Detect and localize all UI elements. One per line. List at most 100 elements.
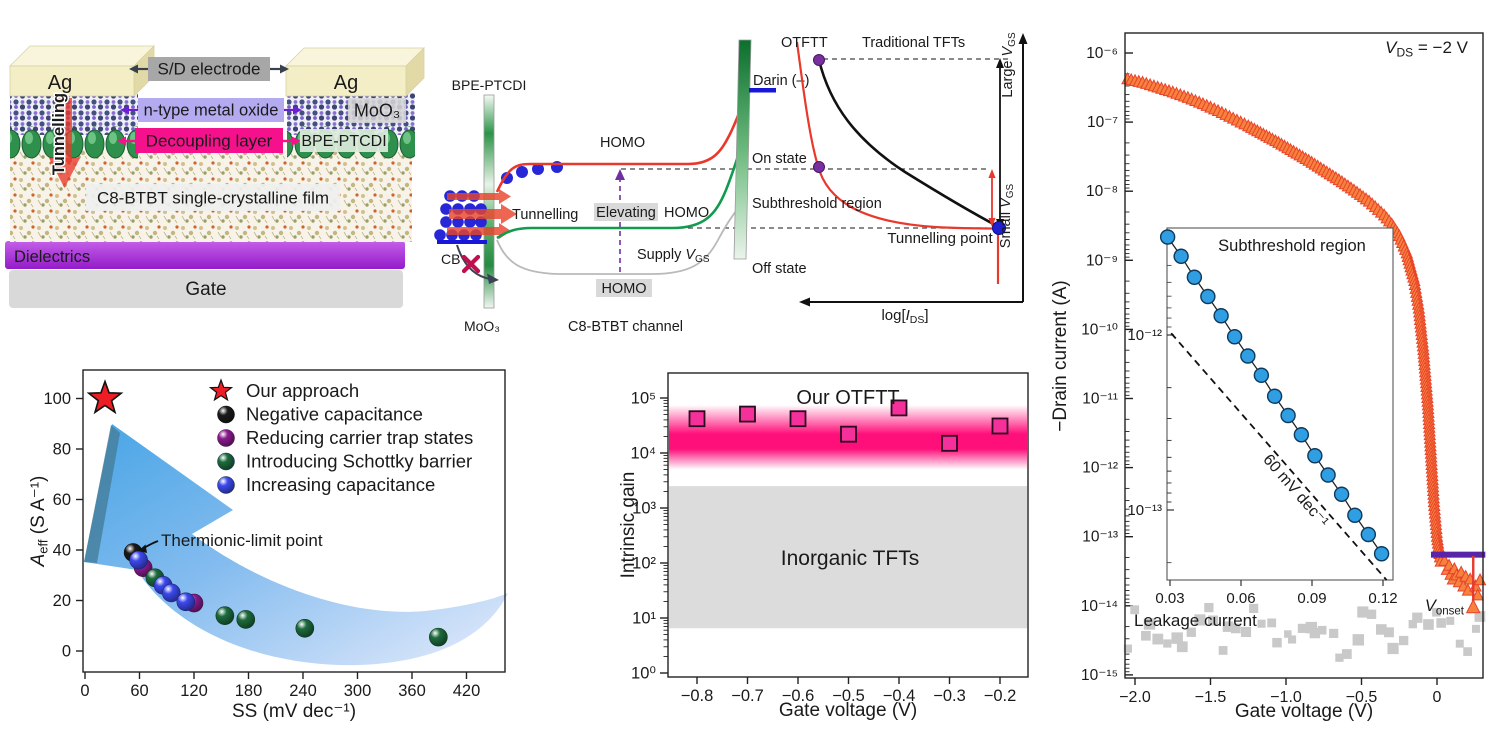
drain-bar	[733, 39, 752, 260]
inset-data-point	[1186, 269, 1203, 285]
otftt-label: OTFTT	[781, 35, 828, 51]
homo-curve-green	[496, 152, 741, 240]
leakage-point	[1186, 627, 1196, 637]
decoupling-bead-layer-left	[10, 126, 138, 160]
sd-electrode-label: S/D electrode	[158, 60, 261, 79]
data-point	[789, 410, 807, 428]
gate-label: Gate	[185, 279, 226, 300]
on-state-label: On state	[752, 151, 807, 167]
inset-x-tick-label: 0.03	[1155, 590, 1184, 607]
traditional-label: Traditional TFTs	[862, 35, 965, 51]
sd-electrode-callout: S/D electrode	[129, 57, 289, 81]
leakage-point	[1143, 618, 1156, 630]
elevating-arrowhead	[615, 169, 625, 180]
axes-ticks: −0.8 −0.7 −0.6 −0.5 −0.4 −0.3 −0.2 10⁰ 10¹ 10² 10³…	[631, 390, 1017, 706]
y-tick-label: 80	[53, 441, 71, 459]
decoupling-callout: Decoupling layer	[117, 128, 301, 153]
y-tick-label: 10⁻¹²	[1082, 460, 1118, 477]
dielectrics-label: Dielectrics	[14, 248, 90, 266]
legend-label: Reducing carrier trap states	[246, 427, 473, 448]
inset-data-point	[1253, 367, 1270, 383]
bpe-ptcdi-bar-label: BPE-PTCDI	[452, 77, 527, 93]
y-tick-label: 10⁻¹¹	[1082, 391, 1118, 408]
leakage-point	[1387, 642, 1399, 655]
leakage-point	[1352, 634, 1365, 646]
tunnelling-arrow: Tunnelling	[49, 91, 80, 188]
leakage-point	[1249, 603, 1259, 613]
y-tick-label: 10⁻¹⁵	[1081, 667, 1118, 684]
vds-label: VDS = −2 V	[1385, 38, 1468, 60]
legend-sphere-icon	[217, 452, 235, 471]
homo-bottom-label: HOMO	[601, 281, 646, 297]
x-tick-label: −0.6	[782, 687, 815, 705]
leakage-point	[1432, 607, 1441, 617]
schematic-y-arrowhead	[1018, 33, 1028, 44]
y-tick-label: 10³	[632, 500, 656, 518]
leakage-point	[1163, 639, 1172, 648]
x-tick-label: 0	[1433, 689, 1442, 706]
leakage-point	[1305, 621, 1318, 634]
inset-data-point	[1347, 507, 1363, 523]
vonset-marker	[1465, 598, 1481, 614]
otftt-on-dot	[813, 161, 825, 173]
data-point	[991, 417, 1009, 435]
y-axis-label: −Drain current (A)	[1050, 280, 1071, 432]
blocked-x-icon	[461, 254, 481, 274]
annotation-arrowhead	[138, 544, 147, 553]
electron-dot	[464, 216, 476, 228]
leakage-point	[1357, 606, 1369, 618]
data-point	[176, 592, 196, 612]
traditional-on-dot	[813, 54, 825, 66]
inset-data-point	[1159, 229, 1176, 245]
inset-data-point	[1333, 486, 1350, 502]
leakage-point	[1376, 624, 1387, 635]
leakage-point	[1218, 646, 1228, 655]
elevating-label-bg	[594, 203, 658, 221]
tunnelling-point-label: Tunnelling point	[887, 230, 993, 247]
dielectric-layer	[5, 241, 405, 269]
inset-data-point	[1280, 407, 1296, 424]
axes-ticks: 0 60 120 180 240 300 360 420 0 20 40 60 80 100	[43, 390, 480, 700]
large-vgs-arrowhead-top	[996, 58, 1004, 68]
plot-frame	[82, 369, 506, 673]
film-label: C8-BTBT single-crystalline film	[97, 189, 329, 208]
x-tick-label: 360	[398, 682, 426, 700]
data-points	[86, 379, 448, 647]
inset-data-point	[1307, 448, 1323, 464]
leakage-point	[1130, 605, 1140, 615]
y-tick-label: 10⁰	[631, 665, 656, 683]
data-point	[295, 618, 315, 638]
data-point	[161, 583, 181, 603]
schematic-x-arrowhead	[799, 297, 810, 307]
leakage-point	[1287, 635, 1297, 644]
leakage-point	[1230, 623, 1241, 634]
leakage-point	[1309, 627, 1321, 639]
trend-arrow-edge	[84, 425, 120, 563]
x-tick-label: 120	[180, 682, 208, 700]
inset-data-point	[1226, 329, 1243, 345]
axes-ticks: −2.0 −1.5 −1.0 −0.5 0 10⁻⁶ 10⁻⁷ 10⁻⁸ 10⁻⁹ 10⁻¹⁰ 10…	[1081, 45, 1442, 706]
markers-extra	[1430, 551, 1487, 614]
inset-data-point	[1173, 248, 1189, 264]
panel-aeff-scatter: 0 60 120 180 240 300 360 420 0 20 40 60 80 100 Our ap…	[28, 369, 508, 722]
cb-level-line	[437, 240, 487, 244]
leakage-point	[1341, 649, 1352, 659]
data-point	[215, 606, 235, 625]
ntype-label: n-type metal oxide	[144, 102, 279, 120]
legend-label: Increasing capacitance	[246, 474, 435, 495]
x-tick-label: −0.7	[731, 687, 764, 705]
homo-top-label: HOMO	[600, 135, 645, 151]
leakage-point	[1412, 612, 1423, 623]
data-point	[890, 399, 908, 417]
homo-bottom-label-bg	[596, 279, 652, 297]
leakage-point	[1317, 625, 1327, 635]
data-point	[840, 425, 857, 443]
legend-star-icon	[208, 378, 234, 402]
x-tick-label: 420	[453, 682, 481, 700]
plot-frame	[1124, 32, 1484, 679]
leakage-point	[1204, 602, 1214, 613]
leakage-point	[1123, 644, 1133, 653]
y-tick-label: 10⁻¹³	[1082, 529, 1118, 546]
leakage-point	[1408, 619, 1417, 629]
inset-x-tick-label: 0.06	[1226, 590, 1255, 607]
